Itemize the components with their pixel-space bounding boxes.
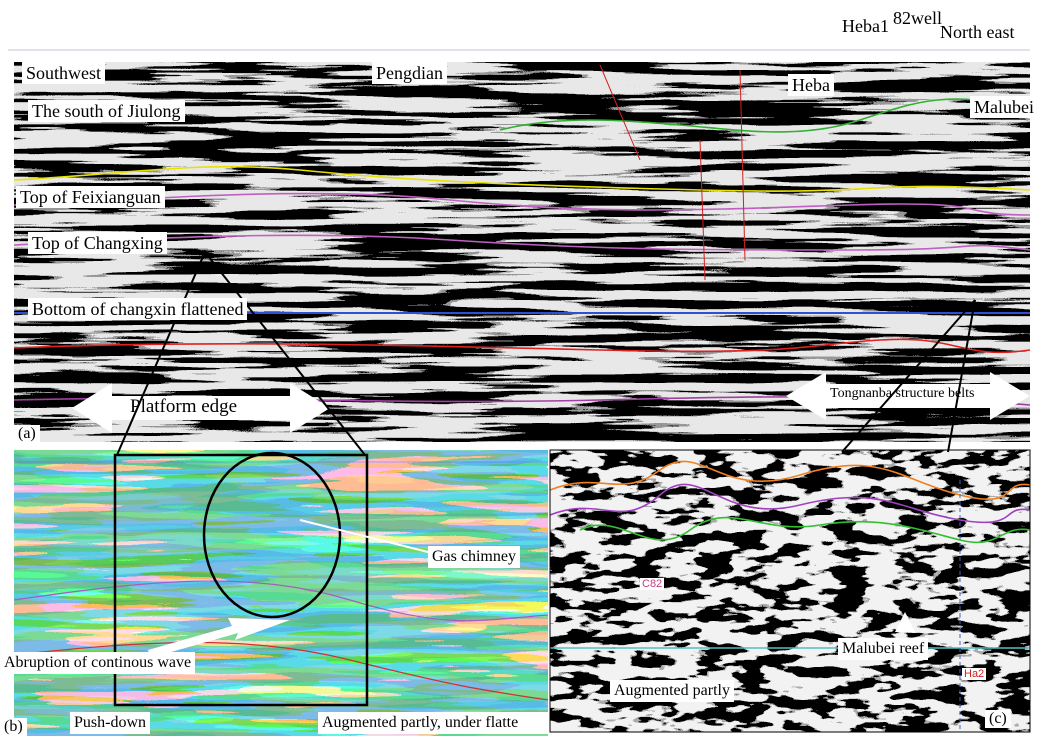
panel-label: (b): [0, 718, 27, 736]
annotation: Augmented partly: [610, 680, 734, 702]
arrow-label: Platform edge: [130, 396, 237, 418]
horizon-box: Top of Feixianguan: [16, 186, 165, 208]
panel-label: (c): [985, 710, 1011, 728]
horizon-box: Bottom of changxin flattened: [28, 298, 247, 320]
location-box: Pengdian: [372, 62, 447, 84]
well-label: 82well: [893, 8, 942, 29]
arrow-label: Tongnanba structure belts: [830, 386, 974, 402]
well-tag: Ha2: [962, 668, 986, 680]
annotation: Push-down: [70, 712, 150, 734]
annotation: Gas chimney: [428, 546, 520, 568]
location-box: Malubei: [970, 96, 1037, 118]
annotation: Augmented partly, under flatte: [318, 712, 548, 734]
annotation: Malubei reef: [838, 638, 928, 660]
direction-label: North east: [940, 22, 1014, 43]
horizon-box: Top of Changxing: [28, 232, 167, 254]
figure: Heba1 82well North east Southwest Pengdi…: [0, 0, 1037, 736]
panel-label: (a): [14, 425, 40, 443]
location-box: Southwest: [22, 62, 105, 84]
well-tag: C82: [640, 578, 664, 590]
annotation: Abruption of continous wave: [0, 652, 195, 674]
location-box: The south of Jiulong: [28, 100, 185, 122]
location-box: Heba: [788, 74, 834, 96]
well-label: Heba1: [842, 16, 889, 37]
